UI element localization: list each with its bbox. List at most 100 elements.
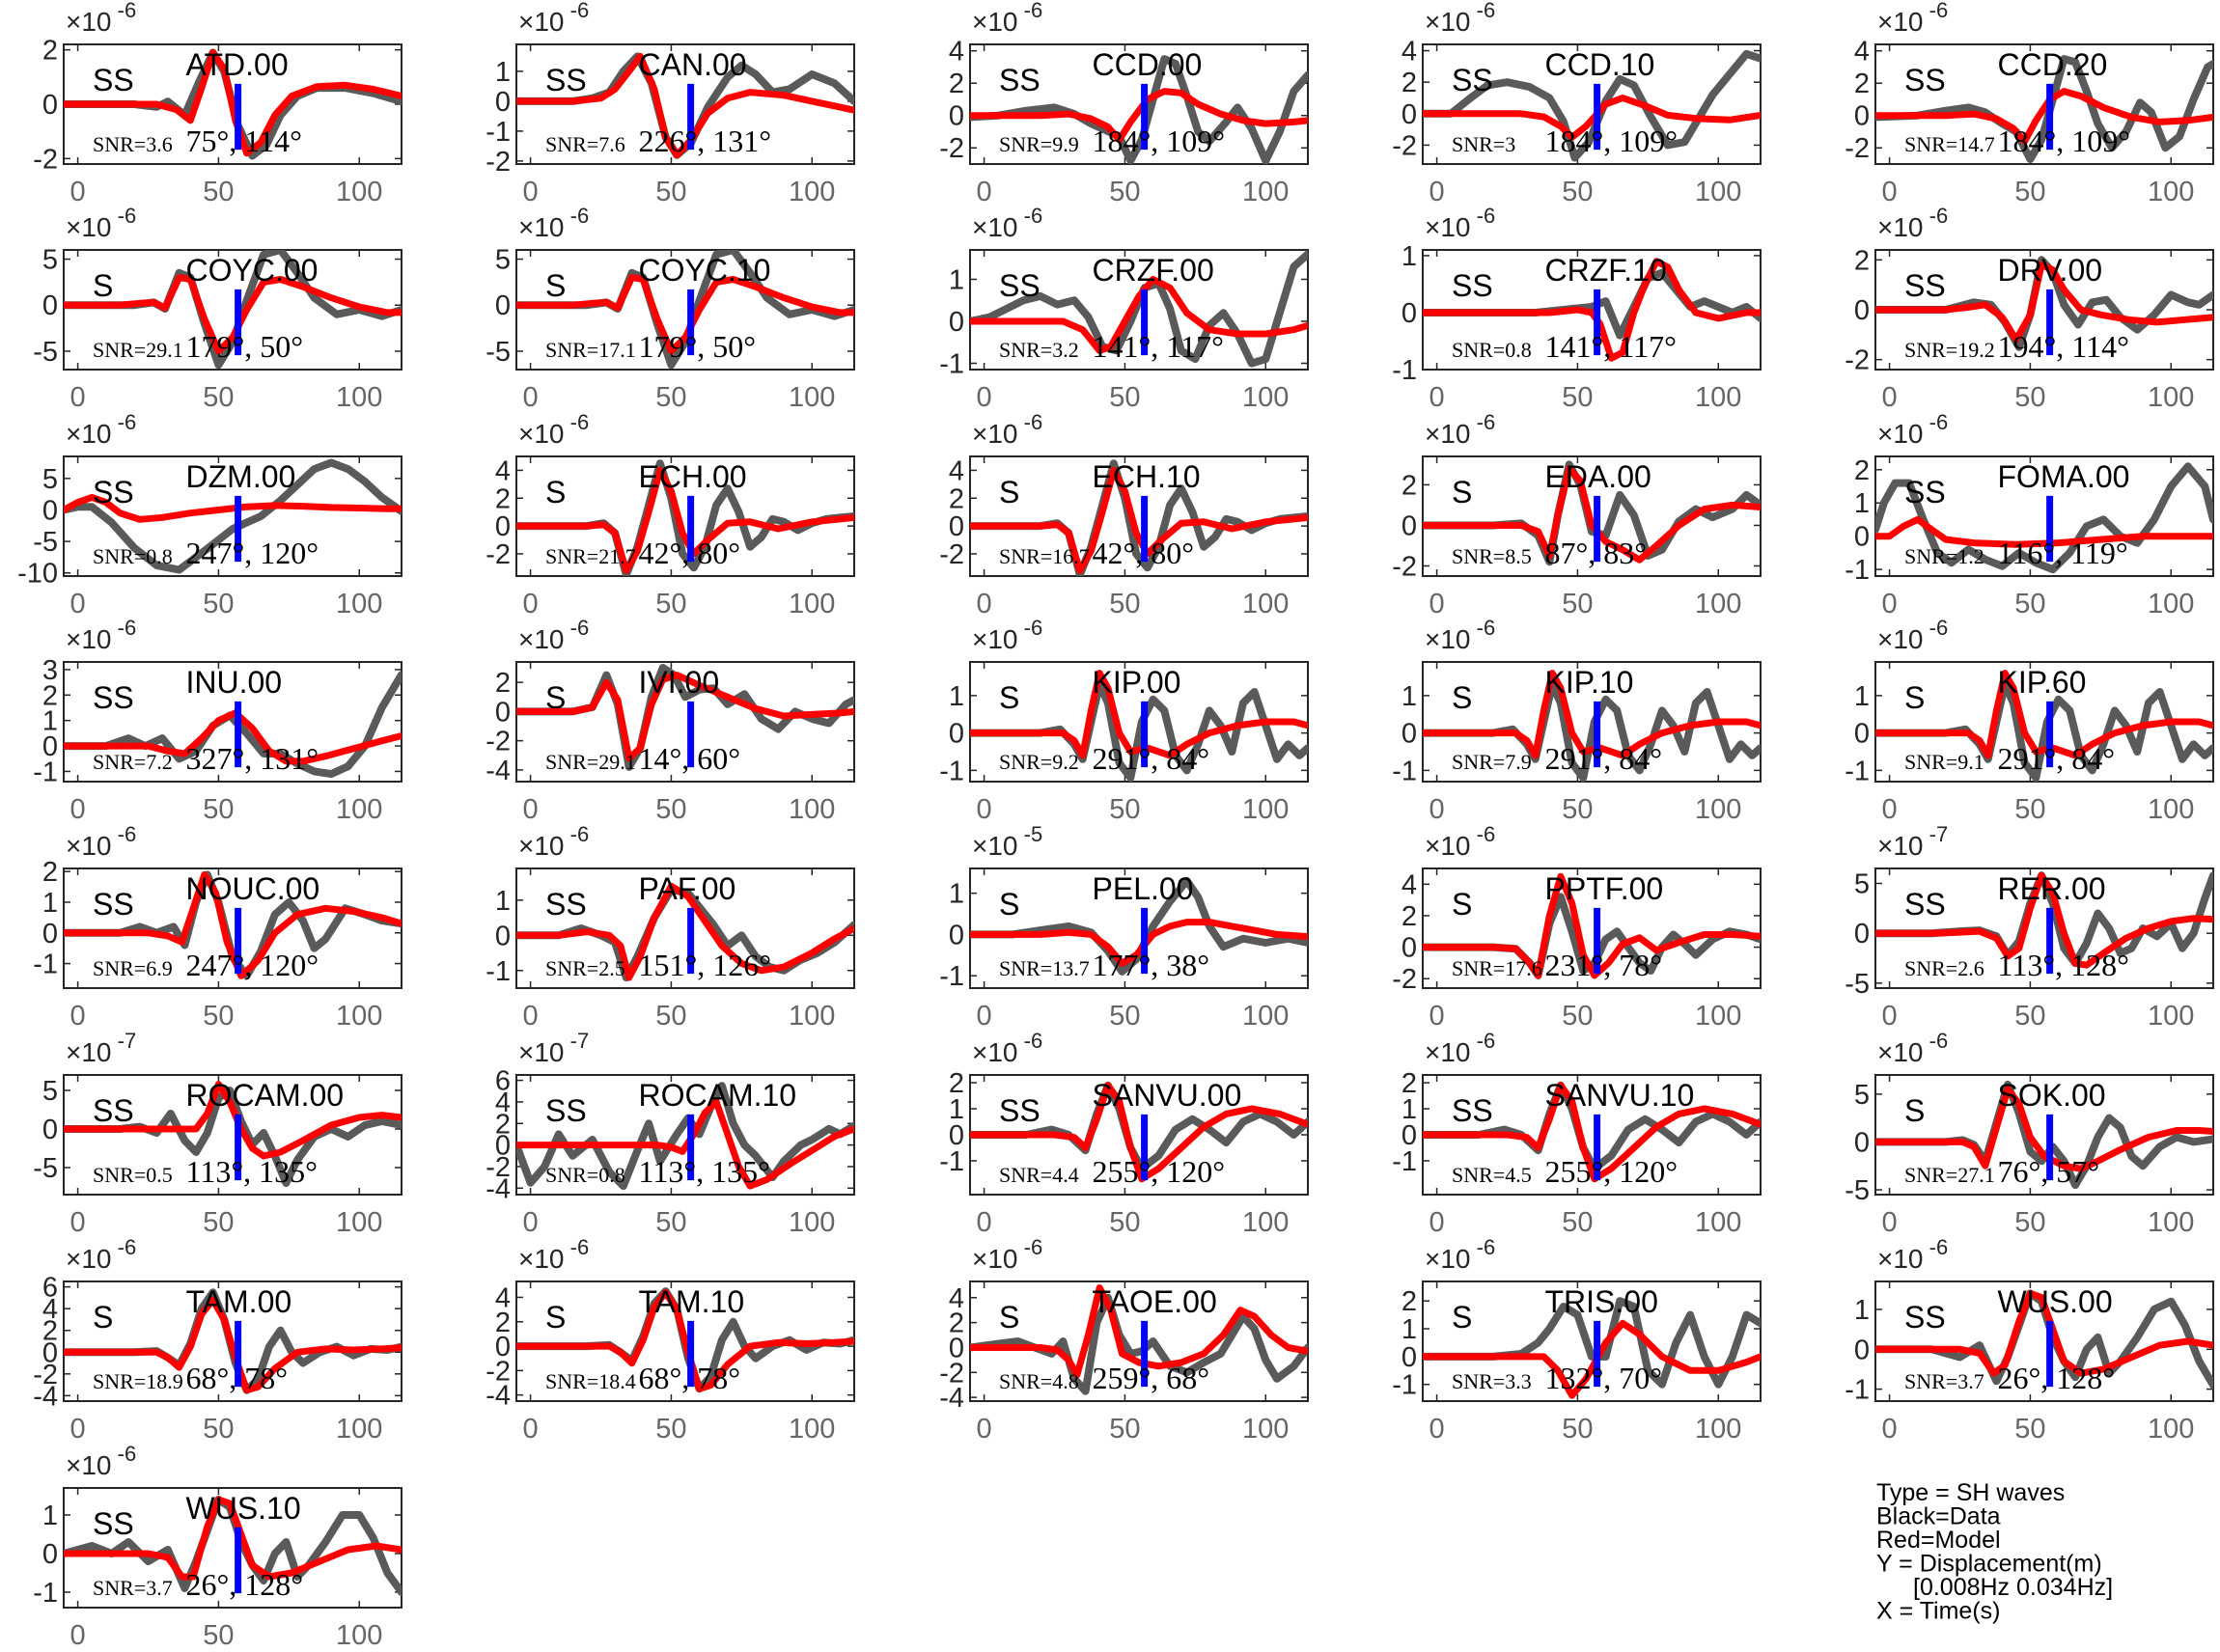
y-tick-label: 0	[495, 697, 511, 728]
y-tick-label: 0	[42, 731, 58, 762]
y-tick-label: 4	[1401, 37, 1417, 68]
x-tick-label: 0	[1429, 1001, 1445, 1032]
station-label: FOMA.00	[1998, 459, 2130, 494]
y-tick-label: -1	[33, 950, 58, 980]
x-tick-label: 0	[1882, 1414, 1898, 1445]
y-tick-label: 4	[949, 1283, 964, 1314]
snr-label: SNR=18.4	[545, 1369, 636, 1393]
station-label: DRV.00	[1998, 253, 2103, 288]
y-tick-label: -2	[1845, 345, 1870, 376]
snr-label: SNR=7.6	[545, 132, 625, 156]
x-tick-label: 100	[1242, 1414, 1289, 1445]
y-tick-label: -2	[939, 539, 964, 570]
x-tick-label: 50	[1109, 1414, 1140, 1445]
model-trace	[1423, 1082, 1761, 1183]
x-tick-label: 100	[1695, 794, 1741, 825]
x-tick-label: 0	[523, 177, 539, 207]
y-tick-label: 0	[1854, 719, 1870, 750]
x-tick-label: 100	[336, 177, 382, 207]
phase-label: S	[93, 1300, 113, 1335]
phase-label: SS	[999, 63, 1041, 97]
station-label: NOUC.00	[186, 871, 320, 906]
y-tick-label: 1	[949, 681, 964, 712]
x-tick-label: 100	[1242, 382, 1289, 413]
panel-paf-00: 1 0 -1 0 50 100 ×10 -6 PAF.00 SS SNR=2.5 151°, 126…	[486, 822, 855, 1032]
x-tick-label: 50	[2014, 177, 2045, 207]
azimuth-label: 75°, 114°	[186, 124, 302, 158]
x-tick-label: 50	[2014, 1414, 2045, 1445]
station-label: SANVU.10	[1545, 1078, 1695, 1113]
snr-label: SNR=4.5	[1452, 1163, 1532, 1187]
x-tick-label: 50	[655, 1414, 686, 1445]
y-exponent-label: ×10 -6	[972, 410, 1042, 449]
x-tick-label: 100	[1695, 589, 1741, 620]
y-exponent-label: ×10 -6	[1425, 204, 1495, 242]
model-trace	[1875, 1086, 2213, 1172]
x-tick-label: 50	[203, 589, 234, 620]
panel-eda-00: 2 0 -2 0 50 100 ×10 -6 EDA.00 S SNR=8.5 87°, 83°	[1392, 410, 1762, 620]
station-label: CRZF.10	[1545, 253, 1667, 288]
snr-label: SNR=8.5	[1452, 544, 1532, 568]
panel-atd-00: 2 0 -2 0 50 100 ×10 -6 ATD.00 SS SNR=3.6 75°, 114°	[33, 0, 402, 207]
y-tick-label: 5	[42, 464, 58, 495]
phase-label: S	[1452, 680, 1472, 715]
x-tick-label: 0	[523, 1414, 539, 1445]
station-label: KIP.10	[1545, 665, 1634, 700]
data-trace	[64, 458, 402, 574]
x-tick-label: 0	[977, 1001, 992, 1032]
station-label: ECH.10	[1093, 459, 1201, 494]
snr-label: SNR=3.6	[93, 132, 173, 156]
phase-label: SS	[1904, 1300, 1946, 1335]
y-tick-label: 1	[949, 879, 964, 910]
axes-box	[1422, 867, 1762, 989]
x-tick-label: 50	[203, 1414, 234, 1445]
y-tick-label: 0	[949, 920, 964, 950]
y-tick-label: 0	[1854, 101, 1870, 132]
azimuth-label: 184°, 109°	[1093, 124, 1226, 158]
x-tick-label: 50	[2014, 1001, 2045, 1032]
x-tick-label: 0	[70, 794, 86, 825]
azimuth-label: 327°, 131°	[186, 741, 319, 776]
y-tick-label: -2	[486, 1152, 511, 1183]
station-label: PEL.00	[1093, 871, 1194, 906]
y-tick-label: -2	[1845, 133, 1870, 164]
x-tick-label: 0	[1882, 1207, 1898, 1238]
x-tick-label: 50	[203, 382, 234, 413]
data-trace	[64, 870, 402, 980]
panel-kip-10: 1 0 -1 0 50 100 ×10 -6 KIP.10 S SNR=7.9 291°, 84°	[1392, 616, 1762, 825]
station-label: KIP.60	[1998, 665, 2087, 700]
y-exponent-label: ×10 -6	[518, 0, 589, 37]
y-exponent-label: ×10 -6	[972, 616, 1042, 654]
snr-label: SNR=9.2	[999, 750, 1079, 774]
y-tick-label: -2	[1392, 130, 1417, 161]
panel-kip-60: 1 0 -1 0 50 100 ×10 -6 KIP.60 S SNR=9.1 291°, 84°	[1845, 616, 2214, 825]
azimuth-label: 291°, 84°	[1093, 741, 1210, 776]
y-tick-label: 0	[495, 1332, 511, 1363]
y-tick-label: 1	[1401, 681, 1417, 712]
snr-label: SNR=14.7	[1904, 132, 1995, 156]
y-exponent-label: ×10 -6	[1877, 1029, 1948, 1067]
y-tick-label: -2	[486, 147, 511, 178]
azimuth-label: 68°, 78°	[186, 1361, 289, 1395]
y-tick-label: -2	[33, 144, 58, 175]
model-trace	[64, 493, 402, 523]
y-tick-label: 0	[495, 290, 511, 321]
y-exponent-label: ×10 -6	[66, 0, 136, 37]
x-tick-label: 100	[789, 1414, 835, 1445]
y-exponent-label: ×10 -6	[1877, 1235, 1948, 1274]
y-exponent-label: ×10 -6	[518, 204, 589, 242]
phase-label: S	[93, 268, 113, 303]
azimuth-label: 194°, 114°	[1998, 329, 2129, 364]
model-trace	[1875, 262, 2213, 344]
phase-label: SS	[93, 680, 134, 715]
x-tick-label: 100	[1242, 1207, 1289, 1238]
snr-label: SNR=2.6	[1904, 956, 1984, 980]
y-exponent-label: ×10 -6	[1877, 204, 1948, 242]
station-label: WUS.00	[1998, 1284, 2113, 1319]
x-tick-label: 100	[1695, 1001, 1741, 1032]
y-tick-label: -5	[1845, 969, 1870, 1000]
